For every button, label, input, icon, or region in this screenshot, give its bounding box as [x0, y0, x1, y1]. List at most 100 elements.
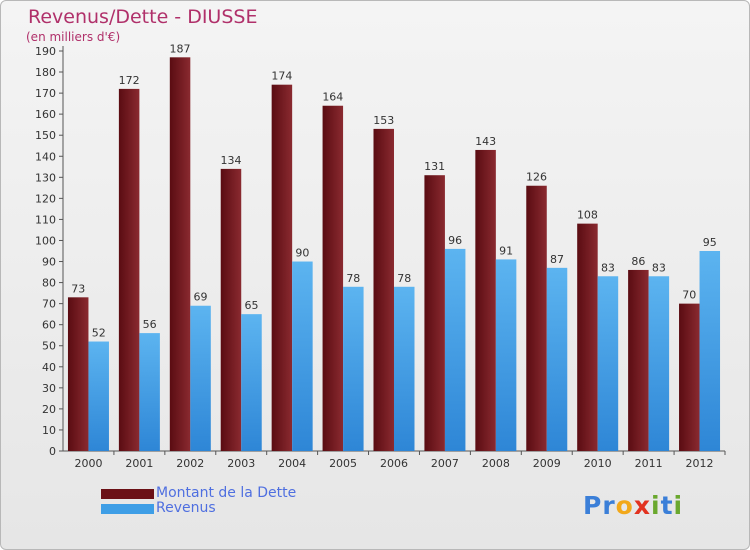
- x-tick-label: 2003: [227, 457, 255, 470]
- y-tick-label: 70: [42, 298, 56, 311]
- bar-revenus: [241, 314, 262, 451]
- y-tick-label: 90: [42, 256, 56, 269]
- data-label-revenus: 90: [295, 247, 309, 260]
- y-tick-label: 0: [49, 445, 56, 458]
- data-label-revenus: 91: [499, 244, 513, 257]
- data-label-revenus: 65: [244, 299, 258, 312]
- y-tick-label: 110: [35, 213, 56, 226]
- bar-dette: [118, 88, 140, 451]
- bar-revenus: [495, 259, 517, 451]
- data-label-revenus: 87: [550, 253, 564, 266]
- data-label-revenus: 95: [703, 236, 717, 249]
- bar-revenus: [444, 248, 466, 451]
- x-tick-label: 2009: [533, 457, 561, 470]
- y-tick-label: 60: [42, 319, 56, 332]
- bar-dette: [271, 84, 293, 452]
- y-tick-label: 170: [35, 87, 56, 100]
- data-label-dette: 187: [170, 42, 191, 55]
- data-label-revenus: 96: [448, 234, 462, 247]
- logo-letter: x: [633, 491, 651, 520]
- data-label-revenus: 69: [194, 291, 208, 304]
- data-label-dette: 143: [475, 135, 496, 148]
- data-label-dette: 174: [271, 70, 292, 83]
- data-label-dette: 86: [631, 255, 645, 268]
- data-label-dette: 126: [526, 171, 547, 184]
- bar-revenus: [88, 341, 109, 451]
- x-tick-label: 2010: [584, 457, 612, 470]
- y-tick-label: 40: [42, 361, 56, 374]
- bar-revenus: [597, 276, 619, 451]
- bar-dette: [628, 269, 649, 451]
- y-tick-label: 130: [35, 171, 56, 184]
- data-label-revenus: 52: [92, 327, 106, 340]
- x-tick-label: 2001: [125, 457, 153, 470]
- x-tick-label: 2011: [635, 457, 663, 470]
- y-tick-label: 30: [42, 382, 56, 395]
- bar-revenus: [139, 333, 160, 451]
- bar-revenus: [648, 276, 670, 451]
- data-label-revenus: 78: [346, 272, 360, 285]
- y-tick-label: 100: [35, 234, 56, 247]
- logo-letter: r: [602, 491, 616, 520]
- legend-item-revenus: Revenus: [101, 501, 296, 516]
- data-label-dette: 172: [119, 74, 140, 87]
- y-tick-label: 20: [42, 403, 56, 416]
- data-label-revenus: 83: [652, 261, 666, 274]
- bar-dette: [475, 149, 496, 451]
- y-tick-label: 10: [42, 424, 56, 437]
- data-label-revenus: 78: [397, 272, 411, 285]
- legend-label-dette: Montant de la Dette: [156, 485, 297, 501]
- proxiti-logo: Proxiti: [583, 491, 683, 520]
- y-tick-label: 50: [42, 340, 56, 353]
- y-tick-label: 120: [35, 192, 56, 205]
- legend-label-revenus: Revenus: [156, 500, 216, 516]
- chart-title: Revenus/Dette - DIUSSE: [28, 6, 258, 28]
- bar-revenus: [394, 286, 415, 451]
- data-label-dette: 108: [577, 209, 598, 222]
- x-tick-label: 2006: [380, 457, 408, 470]
- chart-subtitle: (en milliers d'€): [26, 30, 121, 44]
- y-tick-label: 80: [42, 277, 56, 290]
- data-label-dette: 134: [220, 154, 241, 167]
- x-tick-label: 2008: [482, 457, 510, 470]
- y-tick-label: 140: [35, 150, 56, 163]
- x-tick-label: 2007: [431, 457, 459, 470]
- data-label-dette: 153: [373, 114, 394, 127]
- legend-swatch-dette: [101, 488, 154, 499]
- chart-legend: Montant de la Dette Revenus: [101, 486, 296, 516]
- bar-dette: [424, 175, 445, 452]
- bar-dette: [577, 223, 598, 451]
- legend-swatch-revenus: [101, 503, 154, 514]
- bar-revenus: [699, 251, 721, 451]
- logo-letter: i: [651, 491, 661, 520]
- data-label-dette: 70: [682, 289, 696, 302]
- bar-dette: [169, 57, 191, 451]
- legend-item-dette: Montant de la Dette: [101, 486, 296, 501]
- data-label-revenus: 83: [601, 261, 615, 274]
- bar-revenus: [292, 261, 313, 451]
- logo-letter: t: [660, 491, 674, 520]
- bar-revenus: [546, 267, 568, 451]
- x-tick-label: 2000: [74, 457, 102, 470]
- bar-dette: [220, 168, 242, 452]
- data-label-dette: 131: [424, 160, 445, 173]
- logo-letter: i: [673, 491, 684, 520]
- bar-dette: [373, 128, 394, 451]
- y-tick-label: 160: [35, 108, 56, 121]
- x-tick-label: 2002: [176, 457, 204, 470]
- bar-revenus: [343, 286, 364, 451]
- bar-dette: [679, 303, 700, 451]
- logo-letter: o: [615, 491, 634, 520]
- y-tick-label: 180: [35, 66, 56, 79]
- bar-dette: [67, 297, 89, 451]
- data-label-dette: 164: [322, 91, 343, 104]
- y-tick-label: 190: [35, 45, 56, 58]
- data-label-revenus: 56: [143, 318, 157, 331]
- x-tick-label: 2012: [686, 457, 714, 470]
- data-label-dette: 73: [71, 282, 85, 295]
- x-tick-label: 2005: [329, 457, 357, 470]
- bar-dette: [526, 185, 547, 451]
- logo-letter: P: [583, 491, 603, 520]
